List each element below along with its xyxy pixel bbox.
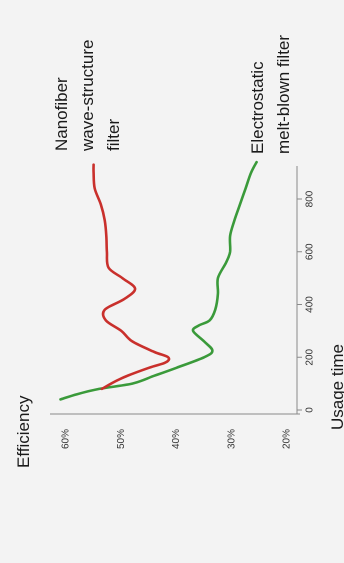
y-tick-label: 30%	[226, 429, 237, 449]
series-line-electrostatic	[59, 160, 258, 401]
x-tick-label: 800	[305, 190, 316, 207]
x-axis-title: Usage time	[328, 344, 344, 430]
legend-nanofiber: Nanofiber wave-structure filter	[52, 40, 123, 152]
x-tick-label: 0	[305, 407, 316, 413]
y-tick-label: 50%	[116, 429, 127, 449]
series-layer	[59, 160, 258, 401]
y-tick-label: 60%	[61, 429, 72, 449]
y-axis-title: Efficiency	[14, 395, 33, 468]
legend-nanofiber-line: wave-structure	[78, 40, 97, 152]
x-tick-label: 200	[305, 348, 316, 365]
y-tick-label: 20%	[282, 429, 293, 449]
legend-nanofiber-line: filter	[104, 119, 123, 151]
x-tick-label: 400	[305, 296, 316, 313]
axes	[50, 166, 300, 415]
legend-electrostatic-line: Electrostatic	[248, 61, 267, 154]
x-tick-label: 600	[305, 243, 316, 260]
legend-electrostatic-line: melt-blown filter	[274, 35, 293, 154]
x-ticks: 0 200 400 600 800	[297, 190, 316, 413]
y-tick-label: 40%	[171, 429, 182, 449]
legend-nanofiber-line: Nanofiber	[52, 77, 71, 151]
series-line-nanofiber	[92, 163, 171, 391]
y-ticks: 20% 30% 40% 50% 60%	[61, 429, 293, 449]
legend-electrostatic: Electrostatic melt-blown filter	[248, 35, 293, 154]
